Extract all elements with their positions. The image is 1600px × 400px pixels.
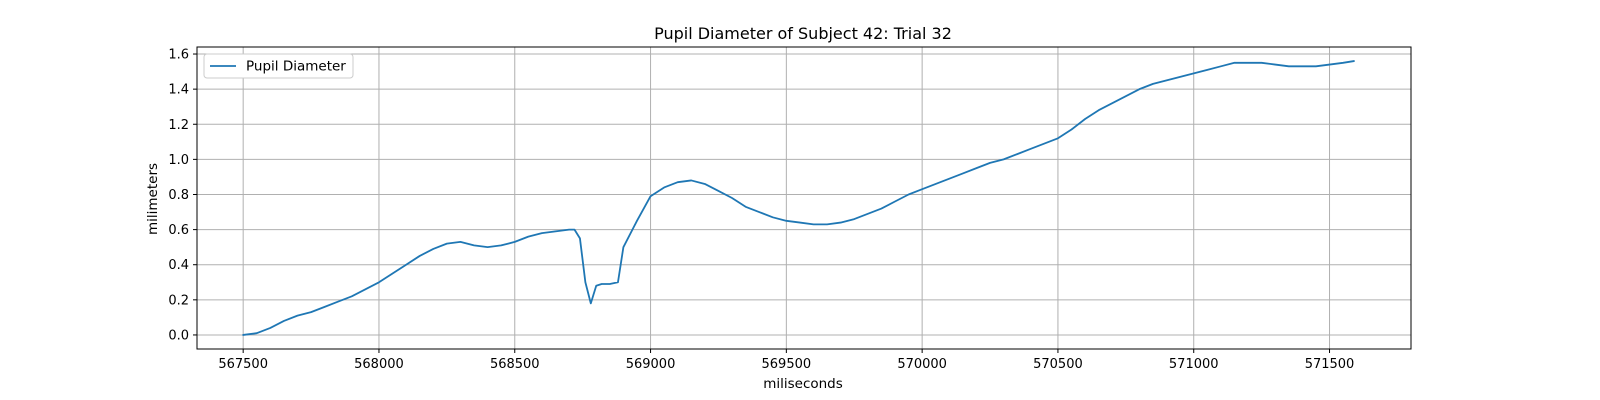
y-tick-label: 0.0: [168, 328, 189, 343]
grid-lines: [197, 47, 1411, 349]
legend-box: [203, 53, 354, 79]
plot-area: [242, 60, 1355, 336]
x-tick-label: 567500: [218, 357, 268, 372]
x-axis-label: miliseconds: [763, 376, 843, 392]
x-tick-label: 571000: [1169, 357, 1219, 372]
y-tick-label: 0.6: [168, 223, 189, 238]
legend: Pupil Diameter: [203, 53, 354, 79]
y-tick-label: 1.6: [168, 48, 189, 63]
x-tick-label: 568000: [354, 357, 404, 372]
y-tick-label: 0.4: [168, 258, 189, 273]
y-tick-label: 1.4: [168, 83, 189, 98]
x-tick-label: 570000: [897, 357, 947, 372]
chart-title: Pupil Diameter of Subject 42: Trial 32: [654, 24, 952, 43]
y-axis-label: milimeters: [145, 163, 161, 235]
x-tick-label: 569500: [762, 357, 812, 372]
axes-frame: [196, 46, 1412, 350]
legend-label: Pupil Diameter: [246, 59, 346, 75]
y-tick-label: 0.2: [168, 293, 189, 308]
x-tick-label: 569000: [626, 357, 676, 372]
y-tick-label: 0.8: [168, 188, 189, 203]
x-tick-label: 570500: [1033, 357, 1083, 372]
x-tick-label: 571500: [1305, 357, 1355, 372]
x-tick-label: 568500: [490, 357, 540, 372]
y-tick-label: 1.0: [168, 153, 189, 168]
y-tick-label: 1.2: [168, 118, 189, 133]
series-line-pupil-diameter: [242, 60, 1355, 336]
axis-ticks: 567500 568000 568500 569000 569500 570000 5705…: [168, 48, 1354, 372]
